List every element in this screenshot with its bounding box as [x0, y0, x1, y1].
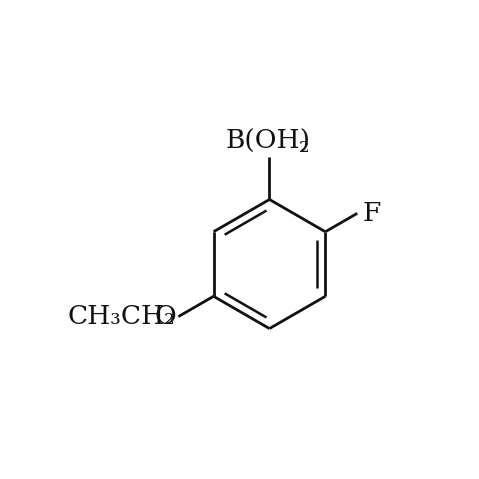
Text: B(OH): B(OH): [225, 129, 310, 154]
Text: CH₃CH₂: CH₃CH₂: [67, 304, 175, 329]
Text: ₂: ₂: [299, 132, 309, 157]
Text: F: F: [363, 201, 381, 226]
Text: O: O: [155, 304, 177, 329]
